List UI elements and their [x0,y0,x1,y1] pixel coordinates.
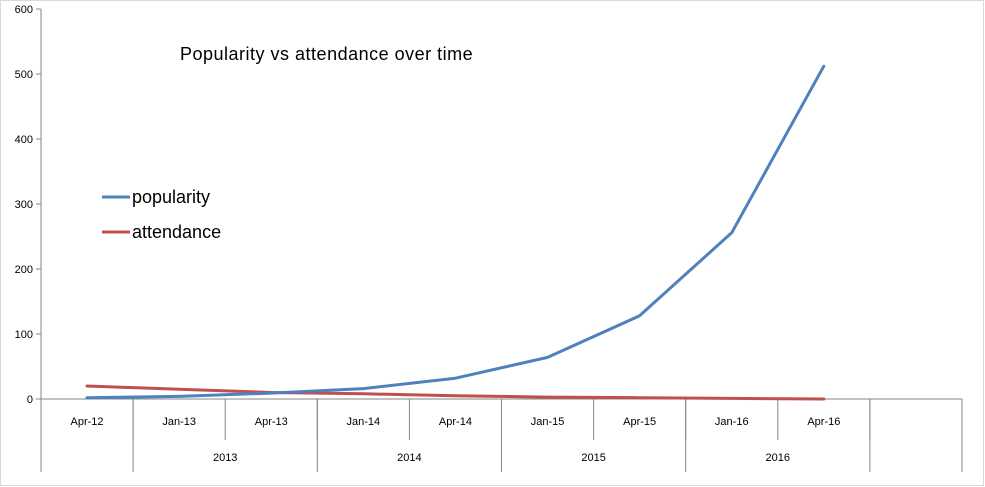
y-tick-label: 400 [15,134,33,146]
x-tick-label: Apr-16 [807,416,840,428]
axes: 0 100 200 300 400 500 600 Apr-12 Jan-13 Apr-13 Jan… [15,4,963,472]
y-tick-label: 200 [15,264,33,276]
x-tick-label: Jan-15 [531,416,565,428]
y-tick-label: 500 [15,69,33,81]
series-attendance-line [85,384,826,401]
legend-label-attendance: attendance [132,222,221,242]
y-tick-label: 100 [15,329,33,341]
x-group-label: 2014 [397,452,421,464]
x-tick-label: Apr-13 [255,416,288,428]
series-popularity-line [85,64,826,400]
y-tick-label: 600 [15,4,33,16]
x-tick-label: Jan-14 [347,416,381,428]
y-tick-label: 300 [15,199,33,211]
x-tick-label: Apr-12 [71,416,104,428]
series-layer [85,64,826,401]
x-group-label: 2015 [581,452,605,464]
x-group-label: 2013 [213,452,237,464]
x-tick-label: Apr-15 [623,416,656,428]
x-tick-label: Jan-16 [715,416,749,428]
legend: popularity attendance [102,187,221,242]
legend-label-popularity: popularity [132,187,210,207]
x-tick-label: Jan-13 [162,416,196,428]
x-tick-label: Apr-14 [439,416,472,428]
x-group-label: 2016 [766,452,790,464]
y-tick-label: 0 [27,394,33,406]
chart-title: Popularity vs attendance over time [180,44,473,64]
